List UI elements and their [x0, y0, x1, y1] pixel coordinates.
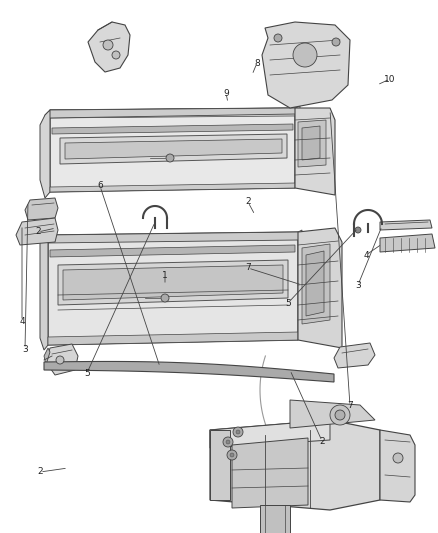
- Text: 3: 3: [355, 280, 361, 289]
- Polygon shape: [295, 108, 335, 195]
- Circle shape: [293, 43, 317, 67]
- Polygon shape: [48, 332, 298, 345]
- Circle shape: [236, 430, 240, 434]
- Polygon shape: [50, 108, 295, 118]
- Text: 1: 1: [162, 271, 168, 279]
- Polygon shape: [262, 22, 350, 108]
- Polygon shape: [210, 420, 380, 510]
- Text: 5: 5: [285, 298, 291, 308]
- Text: 10: 10: [384, 75, 396, 84]
- Circle shape: [103, 40, 113, 50]
- Text: 4: 4: [363, 251, 369, 260]
- Circle shape: [332, 38, 340, 46]
- Text: 8: 8: [254, 59, 260, 68]
- Circle shape: [161, 294, 169, 302]
- Polygon shape: [50, 108, 295, 192]
- Polygon shape: [380, 234, 435, 252]
- Polygon shape: [88, 22, 130, 72]
- Circle shape: [335, 410, 345, 420]
- Polygon shape: [50, 183, 295, 192]
- Circle shape: [233, 427, 243, 437]
- Text: 2: 2: [319, 437, 325, 446]
- Text: 5: 5: [84, 368, 90, 377]
- Circle shape: [226, 440, 230, 444]
- Polygon shape: [290, 400, 375, 428]
- Polygon shape: [63, 265, 283, 300]
- Polygon shape: [45, 106, 300, 122]
- Circle shape: [393, 453, 403, 463]
- Polygon shape: [306, 251, 324, 316]
- Polygon shape: [60, 134, 287, 164]
- Circle shape: [227, 450, 237, 460]
- Circle shape: [166, 154, 174, 162]
- Text: 2: 2: [37, 467, 43, 477]
- Text: 6: 6: [97, 182, 103, 190]
- Circle shape: [355, 227, 361, 233]
- Text: 7: 7: [347, 401, 353, 410]
- Polygon shape: [48, 232, 298, 345]
- Polygon shape: [40, 235, 48, 350]
- Text: 4: 4: [19, 317, 25, 326]
- Polygon shape: [46, 344, 78, 375]
- Circle shape: [330, 405, 350, 425]
- Polygon shape: [298, 120, 326, 167]
- Polygon shape: [380, 220, 432, 230]
- Polygon shape: [260, 505, 290, 533]
- Polygon shape: [58, 260, 288, 305]
- Polygon shape: [210, 420, 330, 448]
- Text: 9: 9: [223, 88, 229, 98]
- Polygon shape: [302, 244, 330, 324]
- Polygon shape: [16, 218, 58, 245]
- Polygon shape: [44, 230, 302, 246]
- Polygon shape: [44, 361, 334, 382]
- Circle shape: [274, 34, 282, 42]
- Polygon shape: [380, 430, 415, 502]
- Text: 2: 2: [245, 198, 251, 206]
- Polygon shape: [298, 228, 342, 348]
- Text: 3: 3: [22, 344, 28, 353]
- Polygon shape: [65, 139, 282, 159]
- Polygon shape: [25, 198, 58, 220]
- Polygon shape: [210, 430, 230, 500]
- Polygon shape: [52, 124, 293, 134]
- Circle shape: [112, 51, 120, 59]
- Circle shape: [56, 356, 64, 364]
- Polygon shape: [50, 245, 295, 257]
- Text: 7: 7: [245, 263, 251, 272]
- Polygon shape: [334, 343, 375, 368]
- Polygon shape: [40, 110, 50, 198]
- Circle shape: [223, 437, 233, 447]
- Polygon shape: [232, 438, 308, 508]
- Circle shape: [230, 453, 234, 457]
- Text: 2: 2: [35, 228, 41, 237]
- Polygon shape: [302, 126, 320, 160]
- Polygon shape: [44, 348, 50, 365]
